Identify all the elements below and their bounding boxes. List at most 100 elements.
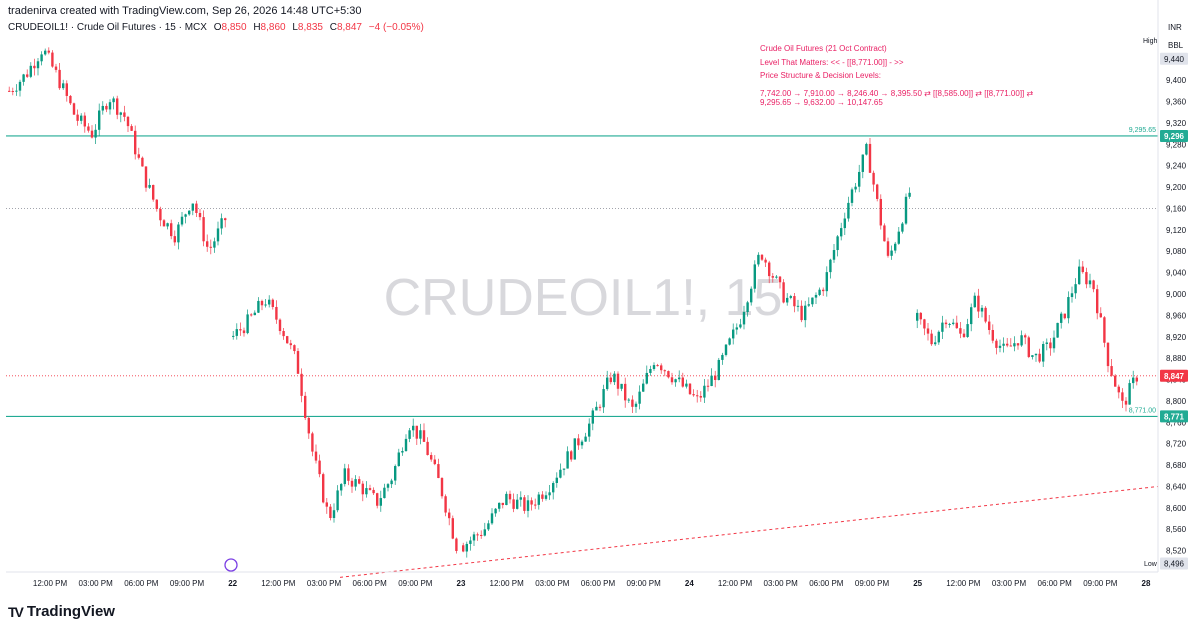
candle-body [1078, 266, 1081, 285]
change-value: −4 (−0.05%) [368, 22, 424, 33]
high-price-tag [1160, 52, 1188, 65]
candle-body [934, 342, 937, 345]
y-tick-label: 8,920 [1166, 333, 1187, 342]
candle-body [1128, 383, 1131, 405]
candle-body [872, 172, 875, 185]
candle-body [83, 115, 86, 127]
candle-body [595, 406, 598, 411]
x-tick-label: 09:00 PM [398, 579, 433, 588]
candle-body [1056, 322, 1059, 338]
candle-body [451, 518, 454, 539]
candle-body [426, 441, 429, 456]
x-tick-label: 12:00 PM [718, 579, 753, 588]
candle-body [523, 497, 526, 511]
candle-body [1020, 335, 1023, 346]
candle-body [854, 186, 857, 190]
candle-body [732, 329, 735, 339]
candle-body [433, 459, 436, 465]
candle-body [786, 297, 789, 303]
candle-body [455, 538, 458, 551]
candle-body [1106, 342, 1110, 367]
x-tick-label: 09:00 PM [170, 579, 205, 588]
annotation-title: Crude Oil Futures (21 Oct Contract) [760, 44, 887, 53]
candle-body [286, 336, 289, 344]
candle-body [404, 438, 408, 452]
candle-body [501, 502, 504, 506]
x-tick-label: 03:00 PM [535, 579, 570, 588]
x-tick-label: 03:00 PM [79, 579, 114, 588]
candle-body [62, 83, 65, 89]
candle-body [548, 492, 551, 496]
symbol-watermark: CRUDEOIL1!, 15 [384, 269, 783, 327]
candle-body [832, 250, 836, 260]
candle-body [314, 451, 318, 461]
candle-body [998, 345, 1002, 348]
candle-body [793, 296, 796, 307]
candle-body [1013, 343, 1016, 347]
candle-body [1099, 313, 1102, 318]
candle-body [155, 199, 158, 210]
candle-body [1085, 272, 1088, 285]
candle-body [530, 500, 533, 505]
candle-body [476, 534, 479, 536]
candle-body [757, 254, 760, 265]
candle-body [926, 328, 930, 334]
candle-body [674, 379, 677, 383]
candle-body [44, 50, 47, 55]
candle-body [1016, 343, 1020, 346]
candle-body [275, 306, 278, 320]
level-value-label: 8,771.00 [1129, 407, 1156, 414]
candle-body [293, 345, 296, 352]
candle-body [916, 312, 919, 321]
candle-body [861, 154, 864, 172]
candle-body [235, 329, 238, 336]
candle-body [137, 154, 140, 158]
candle-body [814, 294, 818, 298]
tradingview-logo[interactable]: TV TradingView [8, 603, 115, 620]
y-tick-label: 9,120 [1166, 226, 1187, 235]
candle-body [202, 217, 205, 242]
candle-body [822, 289, 825, 292]
candle-body [332, 510, 336, 518]
y-tick-label: 9,280 [1166, 140, 1187, 149]
candle-body [412, 425, 415, 431]
candle-body [609, 377, 612, 383]
candle-body [469, 540, 472, 544]
candle-body [483, 529, 486, 536]
candle-body [188, 210, 191, 215]
candle-body [318, 460, 321, 475]
y-tick-label: 9,080 [1166, 247, 1187, 256]
candle-body [591, 410, 594, 424]
candle-body [948, 323, 951, 325]
symbol-legend[interactable]: CRUDEOIL1! · Crude Oil Futures · 15 · MC… [8, 22, 424, 33]
candle-body [250, 314, 253, 316]
candle-body [98, 110, 101, 130]
candle-body [437, 464, 440, 479]
level-price-tag [1160, 410, 1188, 423]
x-tick-label: 03:00 PM [992, 579, 1027, 588]
candle-body [260, 300, 264, 306]
candle-body [544, 495, 548, 499]
candle-body [570, 451, 573, 460]
candle-body [322, 474, 325, 503]
candle-body [11, 90, 14, 92]
candle-body [735, 327, 738, 330]
candle-body [325, 502, 328, 507]
candle-body [534, 504, 537, 506]
x-tick-label: 25 [913, 579, 922, 588]
candle-body [119, 112, 122, 115]
candle-body [977, 295, 980, 312]
tradingview-logo-icon: TV [8, 603, 24, 620]
candle-body [678, 377, 681, 380]
y-tick-label: 8,960 [1166, 311, 1187, 320]
candle-body [962, 333, 966, 337]
candle-body [970, 307, 973, 325]
annotation-levels-row1: 7,742.00 → 7,910.00 → 8,246.40 → 8,395.5… [760, 88, 1034, 98]
x-tick-label: 09:00 PM [855, 579, 890, 588]
candle-body [307, 417, 310, 434]
x-tick-label: 28 [1142, 579, 1151, 588]
candle-body [397, 452, 400, 467]
y-tick-label: 8,760 [1166, 418, 1187, 427]
candle-body [995, 340, 998, 348]
